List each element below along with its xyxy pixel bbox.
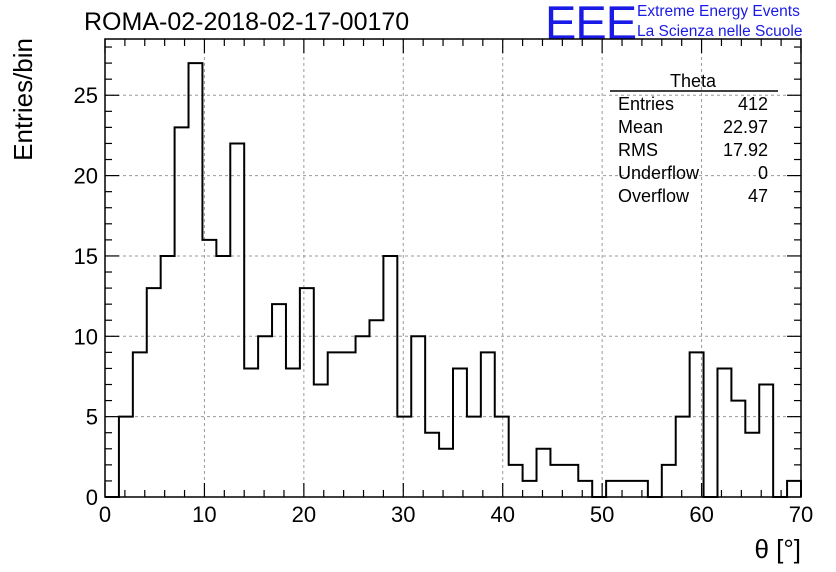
y-tick-label: 25 — [74, 83, 98, 108]
stats-label: Overflow — [618, 186, 690, 206]
stats-title: Theta — [670, 71, 717, 91]
x-tick-label: 40 — [490, 502, 514, 527]
stats-value: 17.92 — [723, 140, 768, 160]
x-tick-labels: 0 10 20 30 40 50 60 70 — [99, 502, 813, 527]
y-tick-label: 0 — [86, 485, 98, 510]
page-title: ROMA-02-2018-02-17-00170 — [84, 8, 410, 36]
axis-ticks — [104, 39, 802, 498]
stats-value: 47 — [748, 186, 768, 206]
y-tick-label: 15 — [74, 244, 98, 269]
stats-rows: Entries 412 Mean 22.97 RMS 17.92 Underflow 0 Ove… — [618, 94, 768, 206]
x-tick-label: 60 — [689, 502, 713, 527]
x-tick-label: 0 — [99, 502, 111, 527]
stats-value: 412 — [738, 94, 768, 114]
x-tick-label: 20 — [292, 502, 316, 527]
x-tick-label: 70 — [789, 502, 813, 527]
y-tick-label: 20 — [74, 164, 98, 189]
stats-value: 22.97 — [723, 117, 768, 137]
y-tick-label: 10 — [74, 324, 98, 349]
y-axis-title: Entries/bin — [8, 38, 38, 161]
x-tick-label: 10 — [192, 502, 216, 527]
y-tick-label: 5 — [86, 405, 98, 430]
stats-label: Mean — [618, 117, 663, 137]
x-axis-title: θ [°] — [754, 534, 801, 564]
x-tick-label: 50 — [590, 502, 614, 527]
stats-box: Theta Entries 412 Mean 22.97 RMS 17.92 Underfl… — [610, 71, 778, 206]
stats-label: Underflow — [618, 163, 700, 183]
stats-label: RMS — [618, 140, 658, 160]
logo-line-2: La Scienza nelle Scuole — [637, 23, 803, 40]
y-tick-labels: 0 5 10 15 20 25 — [74, 83, 98, 510]
logo-line-1: Extreme Energy Events — [637, 3, 800, 20]
stats-label: Entries — [618, 94, 674, 114]
x-tick-label: 30 — [391, 502, 415, 527]
stats-value: 0 — [758, 163, 768, 183]
plot-frame — [104, 38, 802, 498]
eee-logo: EEE Extreme Energy Events La Scienza nel… — [545, 0, 836, 46]
histogram-outline — [105, 62, 802, 498]
